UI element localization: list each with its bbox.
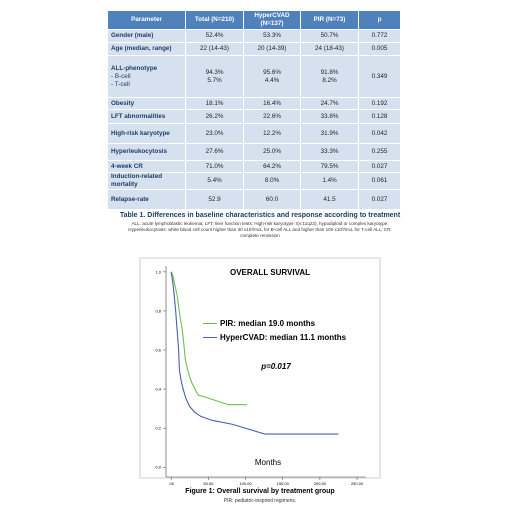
figure-caption: Figure 1: Overall survival by treatment … — [185, 488, 335, 495]
table-cell: Induction-related mortality — [107, 172, 186, 190]
survival-curve — [170, 271, 248, 406]
table-cell: 33.8% — [300, 109, 359, 124]
x-tick-label: 150,00 — [277, 481, 290, 486]
legend-entry: HyperCVAD: median 11.1 months — [203, 332, 350, 343]
table-cell: 25.0% — [243, 143, 301, 161]
x-tick-label: 250,00 — [351, 481, 364, 486]
table-cell: Relapse-rate — [107, 189, 186, 210]
table-cell: ALL-phenotype - B-cell - T-cell — [107, 55, 186, 98]
cell-line: 95.6% — [263, 68, 281, 76]
legend-swatch — [203, 323, 217, 325]
table-cell: 60.0 — [243, 189, 301, 210]
chart-title: OVERALL SURVIVAL — [230, 268, 310, 277]
figure-note: PIR: pediatric-inspired regimens. — [223, 498, 297, 504]
table-cell: 95.6% 4.4% — [243, 55, 301, 98]
x-tick-label: 50,00 — [203, 481, 214, 486]
table-caption: Table 1. Differences in baseline charact… — [119, 212, 401, 219]
table-cell: 1.4% — [300, 172, 359, 190]
x-axis-label: Months — [255, 458, 281, 467]
cell-line: 5.7% — [207, 76, 222, 84]
legend-label: PIR: median 19.0 months — [220, 319, 316, 328]
table-cell: 64.2% — [243, 160, 301, 173]
table-cell: 31.9% — [300, 123, 359, 144]
table-cell: LFT abnormalities — [107, 109, 186, 124]
x-tick-label: 200,00 — [314, 481, 327, 486]
cell-line: - T-cell — [111, 80, 130, 88]
table-row: Relapse-rate 52.9 60.0 41.5 0.027 — [107, 189, 401, 210]
legend-label: HyperCVAD: median 11.1 months — [220, 333, 347, 342]
table-notes: ALL: acute lymphoblastic leukemia; LFT: … — [110, 221, 410, 239]
y-tick-label: 0,4 — [155, 387, 161, 392]
header-cell: Parameter — [107, 10, 186, 30]
cell-line: 4.4% — [264, 76, 280, 84]
table-cell: 16.4% — [243, 97, 301, 110]
table-cell: 0.027 — [358, 189, 401, 210]
table-row: 4-week CR 71.0% 64.2% 79.5% 0.027 — [107, 160, 401, 173]
table-cell: 24 (18-43) — [300, 42, 359, 56]
y-tick-label: 0,8 — [155, 308, 161, 313]
table-row: Age (median, range) 22 (14-43) 20 (14-39) 2… — [107, 42, 401, 56]
annotation: p=0.017 — [260, 362, 291, 371]
table-cell: Hyperleukocytosis — [107, 143, 186, 161]
table-cell: 33.3% — [300, 143, 359, 161]
cell-line: ALL-phenotype — [111, 64, 158, 72]
table-cell: 0.005 — [358, 42, 401, 56]
note-line: complete remission — [240, 233, 280, 238]
table-cell: 20 (14-39) — [243, 42, 301, 56]
table-cell: 0.027 — [358, 160, 401, 173]
note-line: Hyperleukocytosis: white blood cell coun… — [128, 227, 392, 232]
x-tick-label: 100,00 — [239, 481, 252, 486]
table-cell: High-risk karyotype — [107, 123, 186, 144]
note-line: ALL: acute lymphoblastic leukemia; LFT: … — [131, 221, 389, 226]
y-tick-label: 0,0 — [155, 465, 161, 470]
table-cell: Age (median, range) — [107, 42, 186, 56]
table-cell: 0.042 — [358, 123, 401, 144]
cell-line: 8.2% — [322, 76, 337, 84]
table-cell: Gender (male) — [107, 29, 186, 43]
y-tick-label: 0,2 — [155, 426, 161, 431]
legend: PIR: median 19.0 months HyperCVAD: median… — [203, 318, 350, 346]
legend-entry: PIR: median 19.0 months — [203, 318, 350, 329]
x-tick-label: ,00 — [168, 481, 174, 486]
table-cell: 41.5 — [300, 189, 359, 210]
survival-curve — [170, 271, 339, 435]
cell-line: 91.8% — [320, 68, 339, 76]
table-cell: Obesity — [107, 97, 186, 110]
table-row: ALL-phenotype - B-cell - T-cell 94.3% 5.7% 95… — [107, 55, 401, 98]
table-cell: 52.4% — [185, 29, 244, 43]
y-tick-label: 1,0 — [155, 269, 161, 274]
table-row: Hyperleukocytosis 27.6% 25.0% 33.3% 0.255 — [107, 143, 401, 161]
data-table: Parameter Total (N=210) HyperCVAD (N=137) P… — [107, 10, 401, 210]
table-cell: 0.349 — [358, 55, 401, 98]
header-cell: Total (N=210) — [185, 10, 244, 30]
y-tick-label: 0,6 — [155, 348, 161, 353]
table-cell: 0.128 — [358, 109, 401, 124]
cell-line: 94.3% — [205, 68, 224, 76]
table-cell: 22 (14-43) — [185, 42, 244, 56]
table-cell: 0.061 — [358, 172, 401, 190]
table-cell: 0.255 — [358, 143, 401, 161]
table-cell: 71.0% — [185, 160, 244, 173]
legend-swatch — [203, 337, 217, 339]
chart-frame — [139, 257, 381, 479]
cell-line: - B-cell — [111, 72, 131, 80]
